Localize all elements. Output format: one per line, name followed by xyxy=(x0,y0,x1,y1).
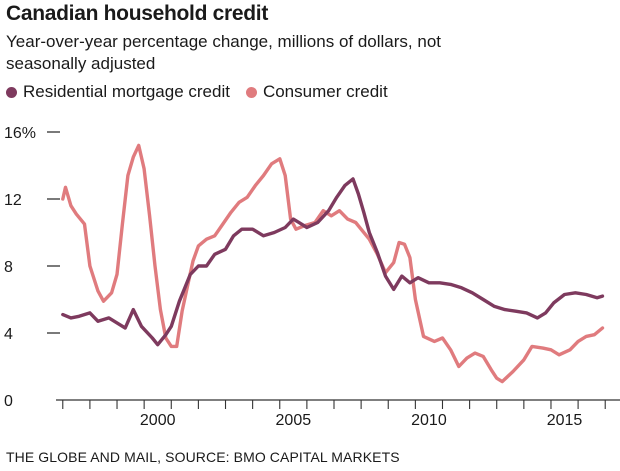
series-line-consumer xyxy=(61,143,605,384)
legend-swatch-consumer xyxy=(245,86,257,98)
y-tick-label: 12 xyxy=(4,192,22,209)
legend: Residential mortgage credit Consumer cre… xyxy=(6,82,404,102)
legend-label-mortgage: Residential mortgage credit xyxy=(23,82,230,101)
x-tick-label: 2005 xyxy=(276,412,312,429)
x-tick-label: 2000 xyxy=(140,412,176,429)
legend-item-consumer: Consumer credit xyxy=(245,82,388,102)
y-tick-label: 16% xyxy=(4,125,36,142)
x-tick-label: 2015 xyxy=(547,412,583,429)
source-credit: THE GLOBE AND MAIL, SOURCE: BMO CAPITAL … xyxy=(6,449,400,465)
chart-title: Canadian household credit xyxy=(6,2,269,25)
y-tick-label: 0 xyxy=(4,393,13,410)
series-line-mortgage xyxy=(61,177,605,347)
y-tick-label: 4 xyxy=(4,326,13,343)
x-tick-label: 2010 xyxy=(411,412,447,429)
chart-subtitle: Year-over-year percentage change, millio… xyxy=(6,32,442,73)
y-tick-label: 8 xyxy=(4,259,13,276)
legend-item-mortgage: Residential mortgage credit xyxy=(6,82,230,102)
legend-label-consumer: Consumer credit xyxy=(262,82,388,101)
legend-swatch-mortgage xyxy=(6,86,17,98)
